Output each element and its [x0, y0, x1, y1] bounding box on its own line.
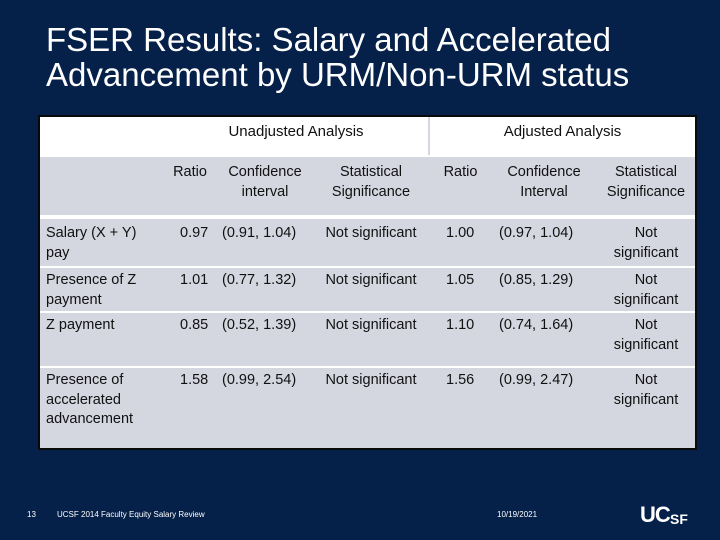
table-cell: (0.74, 1.64) — [499, 317, 574, 333]
table-cell: Not significant — [613, 272, 679, 308]
column-header-3: Statistical Significance — [331, 164, 411, 200]
svg-text:UC: UC — [640, 502, 671, 527]
page-number: 13 — [27, 510, 36, 519]
ucsf-logo: UC SF — [640, 502, 688, 527]
table-cell: Not significant — [613, 372, 679, 408]
row-label: Salary (X + Y) pay — [46, 225, 137, 261]
row-label: Presence of accelerated advancement — [46, 372, 134, 427]
row-divider — [40, 311, 695, 313]
table-cell: 1.05 — [446, 272, 475, 288]
table-cell: (0.91, 1.04) — [222, 225, 297, 241]
column-header-4: Ratio — [443, 164, 478, 180]
table-cell: 1.00 — [446, 225, 475, 241]
table-cell: 0.97 — [180, 225, 209, 241]
header-empty-cell — [40, 117, 164, 155]
table-cell: (0.85, 1.29) — [499, 272, 574, 288]
column-header-5: Confidence Interval — [507, 164, 581, 200]
footer-date: 10/19/2021 — [497, 510, 538, 519]
svg-text:SF: SF — [670, 511, 688, 527]
table-cell: 1.01 — [180, 272, 209, 288]
table-cell: (0.52, 1.39) — [222, 317, 297, 333]
table-cell: (0.97, 1.04) — [499, 225, 574, 241]
row-divider — [40, 215, 695, 219]
table-cell: (0.99, 2.47) — [499, 372, 574, 388]
column-header-2: Confidence interval — [228, 164, 302, 200]
table-cell: (0.99, 2.54) — [222, 372, 297, 388]
table-cell: Not significant — [325, 272, 417, 288]
table-cell: Not significant — [325, 225, 417, 241]
table-cell: Not significant — [613, 225, 679, 261]
table-cell: 1.10 — [446, 317, 475, 333]
table-cell: Not significant — [325, 317, 417, 333]
table-cell: (0.77, 1.32) — [222, 272, 297, 288]
table-cell: 1.56 — [446, 372, 475, 388]
row-divider — [40, 155, 695, 157]
group-header-adjusted: Adjusted Analysis — [430, 117, 695, 155]
table-cell: Not significant — [325, 372, 417, 388]
row-divider — [40, 266, 695, 268]
group-header-unadjusted: Unadjusted Analysis — [164, 117, 428, 155]
table-cell: 1.58 — [180, 372, 209, 388]
row-divider — [40, 366, 695, 368]
table-cell: Not significant — [613, 317, 679, 353]
column-header-0 — [40, 157, 164, 217]
table-cell: 0.85 — [180, 317, 209, 333]
results-table: Unadjusted Analysis Adjusted Analysis Ra… — [38, 115, 697, 450]
row-label: Z payment — [46, 317, 115, 333]
footer-text: UCSF 2014 Faculty Equity Salary Review — [57, 510, 205, 519]
column-header-1: Ratio — [173, 164, 207, 180]
column-header-6: Statistical Significance — [606, 164, 686, 200]
slide-title: FSER Results: Salary and Accelerated Adv… — [46, 22, 630, 93]
row-label: Presence of Z payment — [46, 272, 137, 308]
